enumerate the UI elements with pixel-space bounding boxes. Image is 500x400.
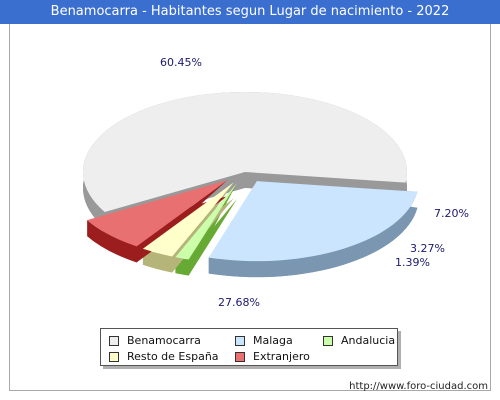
legend-swatch-extranjero — [235, 351, 245, 362]
legend-item-andalucia: Andalucia — [323, 334, 395, 347]
legend-swatch-benamocarra — [109, 335, 119, 346]
pie-base-andalucia — [175, 199, 237, 276]
legend-label-andalucia: Andalucia — [341, 334, 396, 347]
source-url: http://www.foro-ciudad.com — [349, 381, 488, 392]
legend-item-resto-espana: Resto de España — [109, 350, 219, 363]
legend-swatch-resto-espana — [109, 351, 119, 362]
pie-slice-extranjero — [87, 180, 228, 247]
label-malaga: 27.68% — [218, 296, 260, 309]
legend-swatch-malaga — [235, 335, 245, 346]
pie-slice-andalucia — [175, 183, 237, 260]
pie-slice-malaga — [208, 181, 418, 262]
legend-label-malaga: Malaga — [253, 334, 293, 347]
pie-slice-resto-espana — [142, 182, 234, 257]
legend-swatch-andalucia — [323, 335, 333, 346]
label-andalucia: 1.39% — [395, 256, 430, 269]
legend-label-benamocarra: Benamocarra — [127, 334, 201, 347]
legend-item-extranjero: Extranjero — [235, 350, 310, 363]
legend: Benamocarra Malaga Andalucia Resto de Es… — [100, 328, 398, 366]
label-benamocarra: 60.45% — [160, 56, 202, 69]
chart-title: Benamocarra - Habitantes segun Lugar de … — [0, 0, 500, 24]
legend-item-malaga: Malaga — [235, 334, 293, 347]
pie-slice-benamocarra — [82, 91, 407, 212]
label-extranjero: 7.20% — [434, 207, 469, 220]
legend-item-benamocarra: Benamocarra — [109, 334, 201, 347]
legend-label-extranjero: Extranjero — [253, 350, 310, 363]
legend-label-resto-espana: Resto de España — [127, 350, 219, 363]
label-resto-espana: 3.27% — [410, 242, 445, 255]
